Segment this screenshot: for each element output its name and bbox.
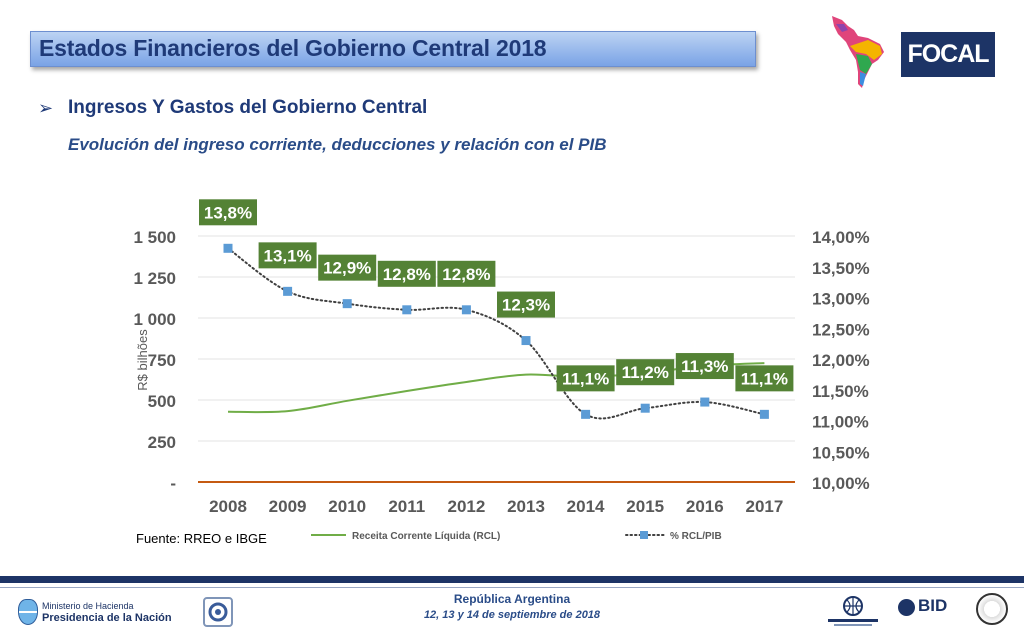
left-axis-label: R$ bilhões [135, 329, 150, 391]
x-tick-label: 2008 [209, 497, 247, 516]
focal-logo: FOCAL [901, 32, 995, 77]
data-label: 11,2% [622, 363, 669, 382]
data-label-box [735, 365, 794, 392]
bid-circle-icon [898, 599, 915, 616]
data-point-pct [461, 305, 471, 315]
imf-seal-logo [976, 593, 1008, 625]
left-tick-label: 1 000 [133, 310, 176, 329]
data-point-pct [223, 243, 233, 253]
data-point-pct [402, 305, 412, 315]
right-tick-label: 10,00% [812, 474, 870, 493]
bid-logo: BID [898, 596, 956, 624]
x-tick-label: 2011 [388, 497, 425, 516]
right-tick-label: 11,00% [812, 413, 869, 432]
x-tick-label: 2015 [626, 497, 664, 516]
legend-marker-pct [640, 531, 648, 539]
presidencia-name: Presidencia de la Nación [42, 612, 172, 624]
x-tick-label: 2014 [567, 497, 605, 516]
data-point-pct [700, 397, 710, 407]
data-label-box [199, 199, 257, 226]
source-note: Fuente: RREO e IBGE [136, 531, 267, 546]
data-label-box [675, 353, 734, 380]
left-tick-label: 1 250 [133, 269, 176, 288]
data-label-box [437, 260, 496, 287]
x-tick-label: 2012 [447, 497, 485, 516]
data-label-box [497, 291, 555, 318]
footer-band [0, 576, 1024, 583]
arrow-bullet-icon: ➢ [38, 98, 54, 118]
page-title: Estados Financieros del Gobierno Central… [39, 35, 547, 61]
right-tick-label: 14,00% [812, 228, 870, 247]
data-point-pct [640, 403, 650, 413]
data-point-pct [283, 286, 293, 296]
x-tick-label: 2009 [269, 497, 307, 516]
x-tick-label: 2013 [507, 497, 545, 516]
series-line-pct [227, 247, 766, 420]
data-point-pct [342, 299, 352, 309]
data-point-pct [759, 409, 769, 419]
left-tick-label: - [170, 474, 176, 493]
footer-dates: 12, 13 y 14 de septiembre de 2018 [423, 609, 601, 621]
world-bank-logo [828, 596, 878, 626]
x-tick-label: 2016 [686, 497, 724, 516]
data-label: 11,1% [741, 369, 788, 388]
escudo-icon [18, 599, 38, 625]
data-label-box [616, 359, 675, 386]
right-tick-label: 12,00% [812, 351, 870, 370]
data-point-pct [521, 336, 531, 346]
data-label-box [377, 260, 436, 287]
right-tick-label: 13,00% [812, 290, 870, 309]
title-bar: Estados Financieros del Gobierno Central… [30, 31, 756, 67]
x-tick-label: 2017 [745, 497, 783, 516]
right-tick-label: 12,50% [812, 320, 870, 339]
legend-label-pct: % RCL/PIB [670, 531, 722, 542]
series-line-rcl [227, 362, 765, 414]
left-tick-label: 250 [148, 433, 176, 452]
ministerio-logo: Ministerio de Hacienda Presidencia de la… [18, 597, 188, 627]
right-tick-label: 13,50% [812, 259, 870, 278]
gear-logo [203, 597, 233, 627]
data-label: 13,8% [204, 203, 252, 222]
chart-subtitle: Evolución del ingreso corriente, deducci… [68, 135, 607, 154]
data-label: 12,8% [383, 265, 431, 284]
left-tick-label: 750 [148, 351, 176, 370]
data-point-pct [581, 409, 591, 419]
legend-label-rcl: Receita Corrente Líquida (RCL) [352, 531, 500, 542]
ministerio-name: Ministerio de Hacienda [42, 601, 134, 611]
data-label: 12,9% [323, 259, 371, 278]
right-tick-label: 10,50% [812, 443, 870, 462]
data-label: 13,1% [263, 246, 311, 265]
data-label-box [318, 254, 377, 281]
latin-america-map-logo [832, 16, 884, 88]
data-label: 12,3% [502, 296, 550, 315]
right-tick-label: 11,50% [812, 382, 869, 401]
footer-country: República Argentina [453, 592, 571, 606]
section-heading: Ingresos Y Gastos del Gobierno Central [68, 97, 428, 118]
data-label-box [556, 365, 615, 392]
data-label-box [258, 242, 317, 269]
data-label: 11,1% [562, 369, 609, 388]
footer-divider [0, 587, 1024, 588]
data-label: 12,8% [442, 265, 490, 284]
bid-text: BID [918, 596, 948, 615]
x-tick-label: 2010 [328, 497, 366, 516]
left-tick-label: 500 [148, 392, 176, 411]
left-tick-label: 1 500 [133, 228, 176, 247]
data-label: 11,3% [681, 357, 728, 376]
